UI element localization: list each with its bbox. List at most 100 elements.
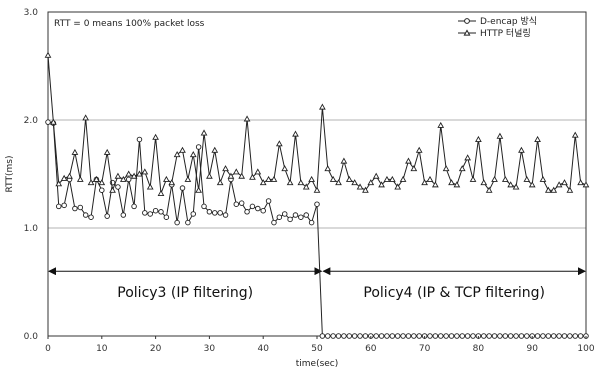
data-point (507, 333, 514, 339)
data-point (453, 181, 461, 188)
data-point (179, 146, 186, 153)
data-point (491, 175, 498, 182)
data-point (211, 146, 219, 153)
data-point (243, 115, 251, 122)
data-point (238, 200, 245, 206)
data-point (287, 216, 293, 223)
data-point (470, 333, 476, 339)
data-point (238, 172, 246, 179)
data-point (572, 333, 578, 339)
data-point (394, 333, 401, 339)
data-point (45, 119, 51, 125)
data-point (232, 168, 240, 175)
data-point (168, 179, 176, 186)
data-point (421, 179, 428, 186)
data-point (383, 175, 391, 182)
data-point (265, 175, 272, 182)
data-point (357, 333, 363, 339)
data-point (464, 154, 472, 161)
data-point (82, 212, 89, 218)
data-point (356, 183, 364, 190)
data-point (469, 175, 477, 182)
data-point (254, 168, 262, 175)
data-point (125, 176, 132, 183)
data-point (303, 212, 309, 218)
series-d-encap (45, 119, 589, 339)
data-point (152, 133, 159, 140)
region-label: Policy3 (IP filtering) (117, 285, 253, 301)
data-point (373, 333, 379, 339)
data-point (158, 209, 164, 215)
data-point (244, 209, 250, 215)
data-point (507, 181, 515, 188)
x-tick-label: 50 (311, 344, 323, 354)
data-point (443, 333, 449, 339)
data-point (561, 333, 568, 339)
data-point (152, 207, 159, 214)
data-point (71, 148, 79, 155)
data-point (399, 175, 407, 182)
data-point (281, 211, 288, 217)
data-point (314, 201, 320, 207)
data-point (448, 179, 455, 186)
data-point (77, 204, 84, 211)
legend: D-encap 방식 HTTP 터널링 (458, 16, 537, 39)
data-point (271, 219, 277, 226)
data-point (120, 212, 127, 218)
data-point (577, 333, 584, 339)
data-point (222, 165, 229, 172)
data-point (298, 214, 304, 220)
data-point (265, 198, 272, 204)
data-point (330, 333, 336, 339)
data-point (163, 214, 170, 220)
data-point (335, 179, 342, 186)
x-tick-label: 30 (204, 344, 216, 354)
data-point (136, 136, 143, 143)
y-tick-labels: 0.0 1.0 2.0 3.0 (24, 8, 39, 342)
x-tick-label: 40 (257, 344, 269, 354)
policy-regions: Policy3 (IP filtering) Policy4 (IP & TCP … (48, 267, 586, 301)
legend-label-d-encap: D-encap 방식 (480, 16, 537, 27)
data-point (55, 180, 63, 187)
data-point (259, 179, 267, 186)
data-point (201, 203, 207, 210)
data-point (335, 333, 342, 339)
data-point (142, 210, 148, 216)
data-point (501, 175, 509, 182)
data-point (162, 175, 170, 182)
data-point (497, 333, 503, 339)
data-point (222, 212, 229, 218)
data-point (275, 140, 283, 147)
legend-label-http-tunneling: HTTP 터널링 (480, 27, 531, 39)
data-point (400, 333, 406, 339)
data-point (411, 333, 417, 339)
data-point (44, 51, 52, 58)
data-point (195, 186, 203, 193)
data-point (302, 183, 310, 190)
data-point (136, 170, 143, 177)
data-point (367, 179, 375, 186)
data-point (308, 175, 315, 182)
x-axis-label: time(sec) (296, 359, 339, 369)
data-point (56, 203, 62, 210)
data-point (502, 333, 509, 339)
data-point (206, 172, 213, 179)
data-point (518, 333, 525, 339)
data-point (582, 181, 590, 188)
data-point (459, 333, 466, 339)
data-point (99, 187, 105, 193)
data-point (292, 130, 299, 137)
data-point (286, 179, 294, 186)
data-point (98, 179, 106, 186)
data-point (319, 103, 326, 110)
data-point (206, 209, 213, 215)
data-point (458, 165, 466, 172)
data-point (518, 146, 525, 153)
data-point (415, 146, 423, 153)
y-tick-label: 0.0 (24, 332, 39, 342)
data-point (416, 333, 422, 339)
data-point (255, 205, 261, 212)
data-point (431, 181, 439, 188)
data-point (93, 175, 100, 182)
